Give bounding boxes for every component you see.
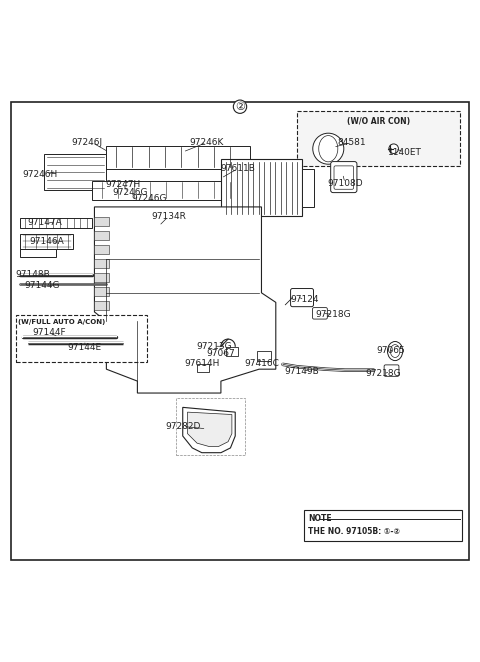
Text: 97416C: 97416C [244, 359, 279, 368]
Text: 97614H: 97614H [184, 359, 219, 368]
Text: 97124: 97124 [290, 295, 319, 305]
Text: 97246K: 97246K [190, 138, 224, 147]
Text: NOTE: NOTE [308, 514, 332, 523]
Bar [302, 169, 314, 207]
Text: 97246H: 97246H [22, 170, 57, 179]
Bar [92, 181, 245, 200]
Text: THE NO. 97105B: ①-②: THE NO. 97105B: ①-② [308, 527, 400, 536]
Text: 97134R: 97134R [151, 212, 186, 221]
Text: 1140ET: 1140ET [388, 148, 421, 156]
Text: 97246G: 97246G [132, 194, 167, 203]
Bar [21, 218, 92, 228]
Bar [304, 510, 462, 541]
Bar [95, 260, 109, 267]
FancyBboxPatch shape [312, 308, 327, 319]
Bar [221, 159, 302, 216]
Text: 97147A: 97147A [27, 218, 62, 226]
Bar [95, 287, 109, 296]
Bar [95, 301, 109, 310]
Ellipse shape [390, 345, 400, 357]
Text: 97067: 97067 [206, 350, 235, 358]
FancyBboxPatch shape [290, 289, 313, 307]
Text: (W/O AIR CON): (W/O AIR CON) [347, 117, 410, 126]
Bar [95, 231, 109, 240]
Bar [95, 245, 109, 254]
Text: 97144E: 97144E [68, 343, 102, 352]
Text: 97282D: 97282D [165, 422, 201, 431]
Text: 97213G: 97213G [196, 342, 231, 351]
FancyBboxPatch shape [331, 162, 357, 193]
FancyBboxPatch shape [297, 111, 459, 166]
Bar [44, 154, 107, 190]
Text: 97149B: 97149B [285, 367, 319, 376]
Text: 97148B: 97148B [15, 270, 50, 279]
Text: 97108D: 97108D [327, 179, 363, 187]
Text: (W/FULL AUTO A/CON): (W/FULL AUTO A/CON) [18, 319, 105, 325]
Bar [107, 146, 250, 169]
Bar [95, 217, 109, 226]
Bar [21, 234, 73, 249]
Bar [95, 273, 109, 282]
Ellipse shape [319, 136, 338, 162]
Text: 97144G: 97144G [24, 281, 60, 290]
Polygon shape [183, 407, 235, 453]
Text: 97146A: 97146A [29, 237, 64, 246]
Text: ②: ② [235, 102, 245, 112]
Polygon shape [188, 412, 232, 446]
FancyBboxPatch shape [16, 315, 147, 362]
Text: 97218G: 97218G [315, 310, 351, 319]
Text: 84581: 84581 [338, 138, 366, 147]
Circle shape [389, 144, 398, 154]
Bar [257, 351, 271, 361]
Bar [226, 348, 238, 355]
Text: 97247H: 97247H [106, 179, 141, 189]
Ellipse shape [387, 342, 403, 361]
Text: 97065: 97065 [376, 346, 405, 355]
Bar [176, 398, 245, 455]
Bar [197, 364, 209, 371]
Text: 97144F: 97144F [32, 328, 66, 338]
FancyBboxPatch shape [384, 365, 399, 376]
Text: 97218G: 97218G [365, 369, 401, 379]
Text: 97246G: 97246G [112, 188, 148, 197]
Text: 97611B: 97611B [220, 164, 255, 173]
Bar [21, 250, 56, 257]
Ellipse shape [313, 133, 344, 164]
FancyBboxPatch shape [334, 166, 354, 189]
Polygon shape [95, 207, 276, 393]
Text: 97246J: 97246J [72, 138, 103, 147]
